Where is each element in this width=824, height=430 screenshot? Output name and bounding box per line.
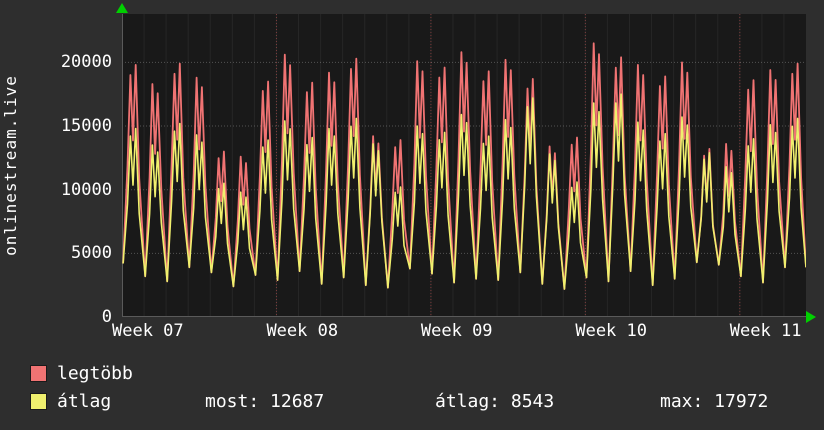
x-axis-arrow-icon [806, 311, 816, 323]
x-axis-label: Week 07 [112, 321, 184, 341]
y-axis-label: 20000 [60, 52, 112, 73]
y-axis-label: 5000 [71, 243, 112, 264]
legend-label-legtobb: legtöbb [57, 363, 133, 384]
y-axis-label: 0 [101, 307, 112, 327]
chart-plot-area [122, 14, 806, 317]
y-axis-label: 15000 [60, 116, 112, 137]
y-axis-arrow-icon [116, 3, 128, 13]
legend-item-legtobb: legtöbb [30, 363, 133, 384]
stat-atlag: átlag: 8543 [435, 391, 555, 412]
legend-item-atlag: átlag [30, 391, 111, 412]
legend-label-atlag: átlag [57, 391, 112, 412]
y-axis-vertical-label: onlinestream.live [0, 14, 24, 317]
legend-swatch-legtobb [30, 365, 47, 382]
x-axis-label: Week 11 [729, 321, 802, 341]
stat-most: most: 12687 [205, 391, 325, 412]
chart-canvas [122, 14, 806, 317]
x-axis-label: Week 10 [575, 321, 647, 341]
x-axis-label: Week 08 [266, 321, 339, 341]
stat-max: max: 17972 [660, 391, 769, 412]
y-axis-label: 10000 [60, 179, 112, 200]
legend-swatch-atlag [30, 393, 47, 410]
site-label: onlinestream.live [0, 75, 20, 256]
x-axis-label: Week 09 [420, 321, 493, 341]
